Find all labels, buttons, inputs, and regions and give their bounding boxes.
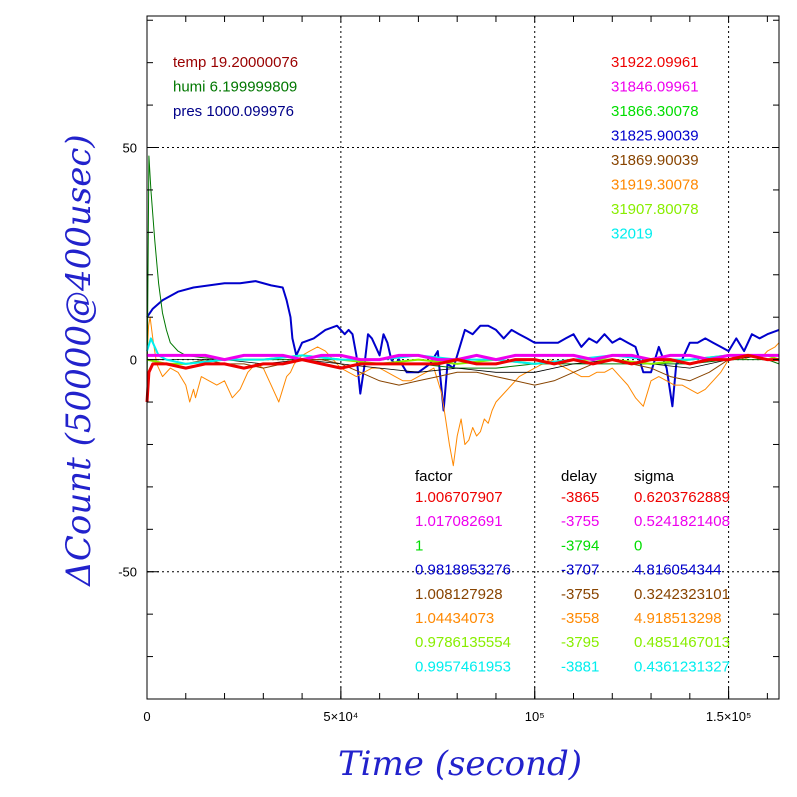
table-cell-sigma: 0.3242323101 [634, 586, 730, 603]
mean-label: 31846.09961 [611, 79, 699, 96]
table-cell-factor: 1.008127928 [415, 586, 503, 603]
table-header-sigma: sigma [634, 468, 675, 485]
table-cell-factor: 0.9957461953 [415, 658, 511, 675]
y-tick-label: -50 [118, 565, 137, 580]
table-cell-factor: 0.9786135554 [415, 634, 511, 651]
env-label: temp 19.20000076 [173, 54, 298, 71]
table-cell-delay: -3795 [561, 634, 599, 651]
table-cell-sigma: 0.6203762889 [634, 489, 730, 506]
series-line-5 [147, 354, 779, 373]
plot-frame [146, 15, 780, 700]
table-cell-factor: 1 [415, 537, 423, 554]
table-cell-sigma: 0.4851467013 [634, 634, 730, 651]
mean-label: 32019 [611, 226, 653, 243]
axis-ticks: 50 0 -50 0 5×10⁴ 10⁵ 1.5×10⁵ [118, 16, 779, 724]
table-cell-delay: -3558 [561, 610, 599, 627]
table-cell-delay: -3707 [561, 562, 599, 579]
table-cell-delay: -3755 [561, 513, 599, 530]
table-cell-delay: -3881 [561, 658, 599, 675]
table-cell-factor: 1.04434073 [415, 610, 494, 627]
series-line-8 [147, 353, 779, 362]
x-tick-label: 10⁵ [525, 709, 545, 724]
annotations: temp 19.20000076 humi 6.199999809 pres 100… [173, 54, 730, 675]
table-cell-delay: -3794 [561, 537, 599, 554]
env-label: humi 6.199999809 [173, 79, 297, 96]
table-cell-sigma: 0.5241821408 [634, 513, 730, 530]
table-cell-sigma: 4.816054344 [634, 562, 722, 579]
table-cell-delay: -3865 [561, 489, 599, 506]
x-axis-title: Time (second) [338, 744, 582, 784]
table-cell-factor: 1.006707907 [415, 489, 503, 506]
x-tick-label: 1.5×10⁵ [706, 709, 752, 724]
table-cell-sigma: 4.918513298 [634, 610, 722, 627]
table-cell-delay: -3755 [561, 586, 599, 603]
table-cell-factor: 1.017082691 [415, 513, 503, 530]
series-line-9 [145, 353, 779, 403]
table-header-delay: delay [561, 468, 597, 485]
mean-label: 31869.90039 [611, 152, 699, 169]
x-tick-label: 0 [143, 709, 150, 724]
y-tick-label: 0 [130, 353, 137, 368]
table-cell-sigma: 0.4361231327 [634, 658, 730, 675]
series-layer [145, 155, 780, 467]
mean-label: 31907.80078 [611, 201, 699, 218]
series-line-2 [146, 316, 780, 467]
x-tick-label: 5×10⁴ [323, 709, 358, 724]
mean-label: 31919.30078 [611, 177, 699, 194]
table-cell-sigma: 0 [634, 537, 642, 554]
mean-label: 31825.90039 [611, 128, 699, 145]
table-cell-factor: 0.9818953276 [415, 562, 511, 579]
mean-label: 31922.09961 [611, 54, 699, 71]
y-axis-title: ΔCount (50000@400usec) [59, 134, 99, 587]
mean-label: 31866.30078 [611, 103, 699, 120]
series-line-1 [146, 280, 780, 412]
table-header-factor: factor [415, 468, 453, 485]
env-label: pres 1000.099976 [173, 103, 294, 120]
y-tick-label: 50 [123, 141, 137, 156]
